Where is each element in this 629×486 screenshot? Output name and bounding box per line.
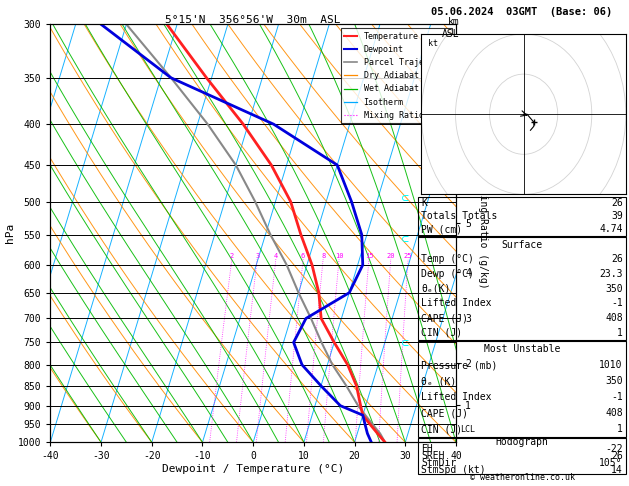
Text: -1: -1	[611, 298, 623, 309]
Text: Totals Totals: Totals Totals	[421, 211, 498, 221]
Text: K: K	[421, 198, 427, 208]
Text: © weatheronline.co.uk: © weatheronline.co.uk	[470, 473, 574, 482]
Text: PW (cm): PW (cm)	[421, 224, 462, 234]
Text: 6: 6	[301, 253, 305, 259]
Text: ⊃: ⊃	[401, 335, 409, 347]
Text: 20: 20	[387, 253, 395, 259]
Legend: Temperature, Dewpoint, Parcel Trajectory, Dry Adiabat, Wet Adiabat, Isotherm, Mi: Temperature, Dewpoint, Parcel Trajectory…	[341, 29, 452, 123]
Text: 26: 26	[611, 254, 623, 264]
Text: 408: 408	[605, 408, 623, 418]
Text: θₑ (K): θₑ (K)	[421, 376, 457, 386]
Text: Hodograph: Hodograph	[496, 437, 548, 447]
Text: 15: 15	[365, 253, 373, 259]
Text: 2: 2	[230, 253, 234, 259]
Text: Pressure (mb): Pressure (mb)	[421, 360, 498, 370]
Text: 4: 4	[274, 253, 278, 259]
Text: EH: EH	[421, 444, 433, 454]
Text: Surface: Surface	[501, 240, 543, 249]
Text: Dewp (°C): Dewp (°C)	[421, 269, 474, 279]
Text: 25: 25	[404, 253, 413, 259]
Text: Most Unstable: Most Unstable	[484, 344, 560, 354]
Text: 10: 10	[335, 253, 343, 259]
Text: 5°15'N  356°56'W  30m  ASL: 5°15'N 356°56'W 30m ASL	[165, 15, 341, 25]
Text: 350: 350	[605, 376, 623, 386]
X-axis label: Dewpoint / Temperature (°C): Dewpoint / Temperature (°C)	[162, 464, 344, 474]
Y-axis label: Mixing Ratio (g/kg): Mixing Ratio (g/kg)	[477, 177, 487, 289]
Text: km
ASL: km ASL	[442, 17, 459, 38]
Text: Lifted Index: Lifted Index	[421, 298, 492, 309]
Text: 23.3: 23.3	[599, 269, 623, 279]
Text: SREH: SREH	[421, 451, 445, 461]
Text: 26: 26	[611, 198, 623, 208]
Text: -1: -1	[611, 392, 623, 402]
Text: CAPE (J): CAPE (J)	[421, 408, 469, 418]
Text: 39: 39	[611, 211, 623, 221]
Text: 3: 3	[255, 253, 259, 259]
Text: Temp (°C): Temp (°C)	[421, 254, 474, 264]
Text: -22: -22	[605, 444, 623, 454]
Text: 105°: 105°	[599, 458, 623, 468]
Text: 1: 1	[617, 328, 623, 338]
Text: StmDir: StmDir	[421, 458, 457, 468]
Y-axis label: hPa: hPa	[5, 223, 15, 243]
Text: kt: kt	[428, 39, 438, 48]
Text: 05.06.2024  03GMT  (Base: 06): 05.06.2024 03GMT (Base: 06)	[431, 7, 613, 17]
Text: 14: 14	[611, 465, 623, 475]
Text: Lifted Index: Lifted Index	[421, 392, 492, 402]
Text: StmSpd (kt): StmSpd (kt)	[421, 465, 486, 475]
Text: 26: 26	[611, 451, 623, 461]
Text: 1: 1	[617, 424, 623, 434]
Text: 4.74: 4.74	[599, 224, 623, 234]
Text: 1010: 1010	[599, 360, 623, 370]
Text: CIN (J): CIN (J)	[421, 424, 462, 434]
Text: 350: 350	[605, 284, 623, 294]
Text: θₑ(K): θₑ(K)	[421, 284, 451, 294]
Text: ⊃: ⊃	[401, 191, 409, 203]
Text: CIN (J): CIN (J)	[421, 328, 462, 338]
Text: 8: 8	[321, 253, 325, 259]
Text: 408: 408	[605, 313, 623, 323]
Text: LCL: LCL	[460, 425, 475, 434]
Text: CAPE (J): CAPE (J)	[421, 313, 469, 323]
Text: ⊃: ⊃	[401, 231, 409, 243]
